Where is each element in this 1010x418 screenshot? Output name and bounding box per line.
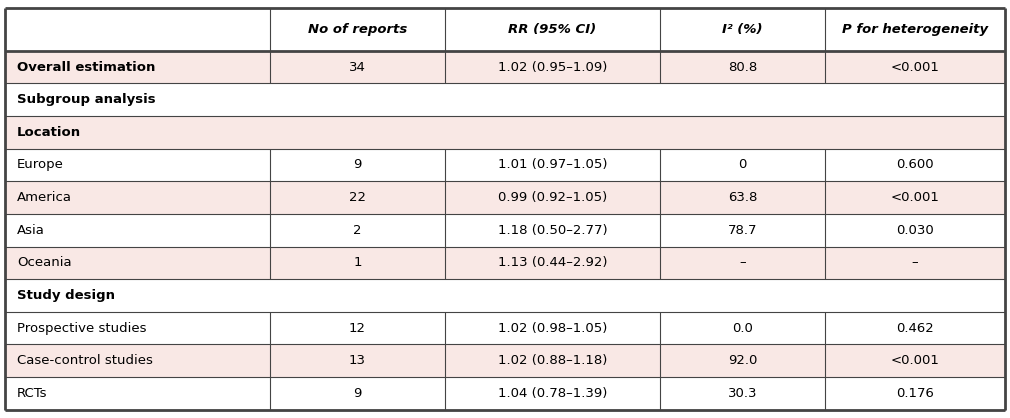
Text: Overall estimation: Overall estimation — [17, 61, 156, 74]
Bar — [5, 247, 1005, 279]
Text: 22: 22 — [349, 191, 366, 204]
Text: <0.001: <0.001 — [891, 191, 939, 204]
Text: 1.02 (0.95–1.09): 1.02 (0.95–1.09) — [498, 61, 607, 74]
Text: 1.02 (0.98–1.05): 1.02 (0.98–1.05) — [498, 321, 607, 334]
Bar — [5, 84, 1005, 116]
Text: –: – — [739, 256, 745, 269]
Text: Europe: Europe — [17, 158, 64, 171]
Text: 63.8: 63.8 — [728, 191, 758, 204]
Text: Location: Location — [17, 126, 81, 139]
Text: 1: 1 — [354, 256, 362, 269]
Bar — [5, 312, 1005, 344]
Text: 1.04 (0.78–1.39): 1.04 (0.78–1.39) — [498, 387, 607, 400]
Text: 2: 2 — [354, 224, 362, 237]
Text: Subgroup analysis: Subgroup analysis — [17, 93, 156, 106]
Bar — [5, 116, 1005, 149]
Text: <0.001: <0.001 — [891, 354, 939, 367]
Text: No of reports: No of reports — [308, 23, 407, 36]
Text: <0.001: <0.001 — [891, 61, 939, 74]
Text: 0: 0 — [738, 158, 746, 171]
Text: 9: 9 — [354, 158, 362, 171]
Text: 12: 12 — [349, 321, 366, 334]
Text: 78.7: 78.7 — [728, 224, 758, 237]
Bar — [5, 8, 1005, 51]
Text: 1.18 (0.50–2.77): 1.18 (0.50–2.77) — [498, 224, 607, 237]
Text: 1.02 (0.88–1.18): 1.02 (0.88–1.18) — [498, 354, 607, 367]
Text: Oceania: Oceania — [17, 256, 72, 269]
Text: 34: 34 — [349, 61, 366, 74]
Bar — [5, 51, 1005, 84]
Text: 0.600: 0.600 — [896, 158, 934, 171]
Text: P for heterogeneity: P for heterogeneity — [842, 23, 988, 36]
Text: RR (95% CI): RR (95% CI) — [508, 23, 597, 36]
Bar — [5, 181, 1005, 214]
Text: 30.3: 30.3 — [728, 387, 758, 400]
Text: Case-control studies: Case-control studies — [17, 354, 154, 367]
Text: 0.0: 0.0 — [732, 321, 752, 334]
Text: RCTs: RCTs — [17, 387, 47, 400]
Text: 0.176: 0.176 — [896, 387, 934, 400]
Text: Study design: Study design — [17, 289, 115, 302]
Text: 1.13 (0.44–2.92): 1.13 (0.44–2.92) — [498, 256, 607, 269]
Text: 0.462: 0.462 — [896, 321, 934, 334]
Text: 80.8: 80.8 — [728, 61, 758, 74]
Bar — [5, 279, 1005, 312]
Text: 9: 9 — [354, 387, 362, 400]
Text: 92.0: 92.0 — [728, 354, 758, 367]
Text: America: America — [17, 191, 72, 204]
Text: 0.99 (0.92–1.05): 0.99 (0.92–1.05) — [498, 191, 607, 204]
Text: 13: 13 — [349, 354, 366, 367]
Text: 0.030: 0.030 — [896, 224, 934, 237]
Bar — [5, 377, 1005, 410]
Text: –: – — [912, 256, 918, 269]
Bar — [5, 149, 1005, 181]
Bar — [5, 214, 1005, 247]
Text: Asia: Asia — [17, 224, 45, 237]
Text: 1.01 (0.97–1.05): 1.01 (0.97–1.05) — [498, 158, 607, 171]
Text: I² (%): I² (%) — [722, 23, 763, 36]
Text: Prospective studies: Prospective studies — [17, 321, 146, 334]
Bar — [5, 344, 1005, 377]
